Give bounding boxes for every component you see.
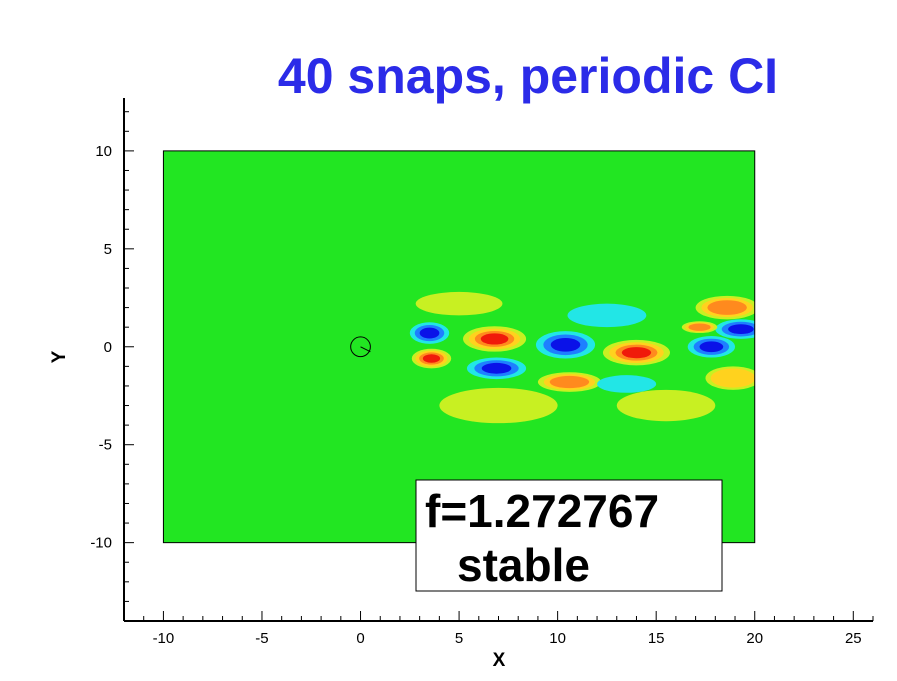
y-axis-label: Y [49, 350, 70, 363]
x-axis-label: X [493, 650, 506, 671]
vortex-blob-10 [681, 321, 718, 334]
contour-level [422, 354, 441, 363]
vortex-blob-14 [439, 387, 558, 424]
vortex-blob-4 [535, 331, 596, 359]
contour-level [549, 375, 590, 389]
vortex-blob-7 [597, 375, 657, 393]
cylinder-marker [350, 336, 371, 358]
contour-level [707, 300, 747, 315]
contour-level [480, 333, 509, 345]
vortex-blob-6 [602, 339, 670, 366]
vortex-blob-2 [463, 326, 527, 352]
contour-level [481, 362, 512, 374]
x-tick-label: 5 [455, 630, 463, 647]
chart-title: 40 snaps, periodic CI [278, 48, 778, 104]
contour-level [616, 389, 716, 422]
y-tick-label: 5 [104, 241, 112, 258]
vortex-blob-15 [567, 303, 647, 328]
vortex-blob-9 [715, 319, 755, 339]
contour-level [567, 303, 647, 328]
x-tick-label: 25 [845, 630, 862, 647]
contour-level [550, 337, 581, 352]
vortex-blob-16 [616, 389, 716, 422]
contour-level [597, 375, 657, 393]
cylinder-tick [360, 346, 371, 353]
annotation-frame [415, 479, 723, 592]
annotation-box: f=1.272767 stable [415, 479, 723, 592]
x-tick-label: -5 [255, 630, 268, 647]
y-tick-label: -5 [99, 437, 112, 454]
vortex-blob-1 [411, 348, 452, 369]
contour-level [699, 341, 724, 353]
vortex-blob-8 [687, 335, 736, 358]
x-tick-label: 0 [356, 630, 364, 647]
vortex-blob-5 [537, 372, 601, 392]
vortex-blob-12 [705, 366, 755, 390]
wake-structures [409, 291, 755, 424]
x-tick-label: 15 [648, 630, 665, 647]
x-tick-label: -10 [153, 630, 175, 647]
contour-level [415, 291, 503, 316]
frequency-label: f=1.272767 [425, 485, 659, 537]
x-tick-label: 20 [746, 630, 763, 647]
contour-field [163, 150, 755, 543]
stability-label: stable [457, 539, 590, 591]
y-tick-label: 10 [95, 143, 112, 160]
axes: -10 -5 0 5 10 15 20 25 -10 -5 0 5 10 [90, 98, 874, 647]
contour-level [688, 323, 711, 331]
contour-level [419, 327, 440, 339]
y-tick-label: -10 [90, 535, 112, 552]
x-tick-label: 10 [549, 630, 566, 647]
contour-level [710, 368, 755, 388]
y-tick-label: 0 [104, 339, 112, 356]
contour-level [439, 387, 558, 424]
vortex-blob-13 [415, 291, 503, 316]
vortex-blob-11 [695, 295, 755, 320]
contour-level [621, 347, 652, 359]
vortex-blob-0 [409, 322, 450, 344]
contour-level [728, 324, 754, 335]
vortex-blob-3 [466, 357, 527, 380]
